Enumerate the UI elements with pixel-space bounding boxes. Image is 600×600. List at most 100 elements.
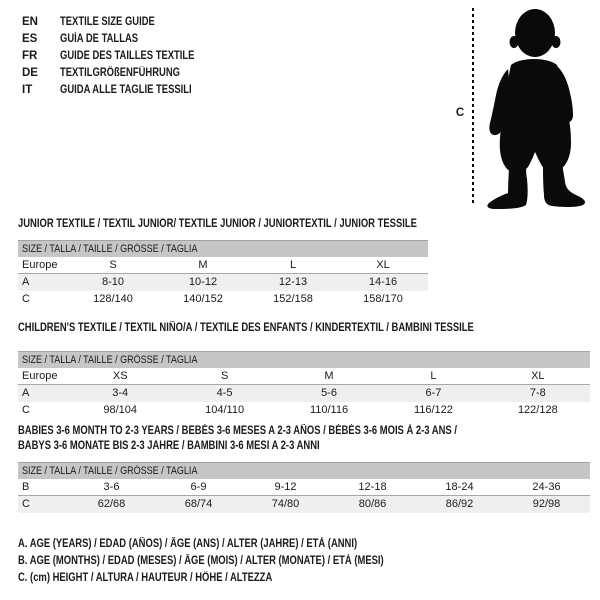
- table-cell: L: [289, 259, 297, 271]
- table-header-bar: SIZE / TALLA / TAILLE / GRÖSSE / TAGLIA: [18, 462, 590, 479]
- table-row: Europe XS S M L XL: [18, 368, 590, 385]
- table-cell: XL: [531, 370, 545, 382]
- table-cell: 8-10: [101, 276, 125, 288]
- language-guide-title: GUIDA ALLE TAGLIE TESSILI: [60, 84, 192, 96]
- table-row: B 3-6 6-9 9-12 12-18 18-24 24-36: [18, 479, 590, 496]
- table-cell: S: [220, 370, 229, 382]
- table-cell: 152/158: [273, 293, 313, 305]
- height-label: C: [455, 107, 465, 119]
- footnote-line: B. AGE (MONTHS) / EDAD (MESES) / ÂGE (MO…: [18, 553, 464, 570]
- row-label: A: [22, 387, 30, 399]
- table-header-text: SIZE / TALLA / TAILLE / GRÖSSE / TAGLIA: [22, 243, 198, 255]
- section-title-text: BABYS 3-6 MONATE BIS 2-3 JAHRE / BAMBINI…: [18, 440, 320, 452]
- babies-size-table: SIZE / TALLA / TAILLE / GRÖSSE / TAGLIA B…: [18, 462, 590, 513]
- language-row: IT GUIDA ALLE TAGLIE TESSILI: [22, 82, 224, 99]
- table-cell: 62/68: [97, 498, 126, 510]
- table-cell: 116/122: [413, 404, 453, 416]
- table-cell: 14-16: [368, 276, 398, 288]
- row-label: C: [22, 404, 30, 416]
- silhouette-head: [515, 9, 555, 57]
- table-header-text: SIZE / TALLA / TAILLE / GRÖSSE / TAGLIA: [22, 354, 198, 366]
- table-cell: 86/92: [445, 498, 474, 510]
- row-label: C: [22, 498, 30, 510]
- language-row: FR GUIDE DES TAILLES TEXTILE: [22, 48, 224, 65]
- table-cell: 12-18: [358, 481, 387, 493]
- table-cell: 24-36: [532, 481, 561, 493]
- babies-section-title: BABIES 3-6 MONTH TO 2-3 YEARS / BEBÉS 3-…: [18, 424, 553, 454]
- silhouette-right-leg-foot: [543, 165, 586, 207]
- language-row: DE TEXTILGRÖßENFÜHRUNG: [22, 65, 224, 82]
- language-code: DE: [22, 67, 38, 79]
- table-cell: 18-24: [445, 481, 474, 493]
- table-row: A 3-4 4-5 5-6 6-7 7-8: [18, 385, 590, 402]
- language-code: ES: [22, 33, 38, 45]
- table-cell: 98/104: [103, 404, 138, 416]
- table-cell: 158/170: [363, 293, 403, 305]
- language-code: EN: [22, 16, 38, 28]
- language-guide-title: TEXTILGRÖßENFÜHRUNG: [60, 67, 180, 79]
- row-label: A: [22, 276, 30, 288]
- table-cell: 104/110: [205, 404, 245, 416]
- table-cell: S: [109, 259, 117, 271]
- height-measure-dotted-line: [472, 8, 474, 206]
- footnote-line: C. (cm) HEIGHT / ALTURA / HAUTEUR / HÖHE…: [18, 570, 464, 587]
- language-row: EN TEXTILE SIZE GUIDE: [22, 14, 224, 31]
- toddler-silhouette-image: [487, 9, 586, 209]
- footnote-text: B. AGE (MONTHS) / EDAD (MESES) / ÂGE (MO…: [18, 555, 384, 567]
- table-cell: 4-5: [216, 387, 233, 399]
- table-cell: 110/116: [309, 404, 349, 416]
- footnote-text: C. (cm) HEIGHT / ALTURA / HAUTEUR / HÖHE…: [18, 572, 273, 584]
- table-cell: 9-12: [274, 481, 297, 493]
- table-cell: 10-12: [188, 276, 218, 288]
- children-size-table: SIZE / TALLA / TAILLE / GRÖSSE / TAGLIA E…: [18, 351, 590, 419]
- table-cell: 128/140: [93, 293, 133, 305]
- table-cell: M: [324, 370, 334, 382]
- table-header-text: SIZE / TALLA / TAILLE / GRÖSSE / TAGLIA: [22, 465, 198, 477]
- table-row: C 98/104 104/110 110/116 116/122 122/128: [18, 402, 590, 419]
- language-title-list: EN TEXTILE SIZE GUIDE ES GUÍA DE TALLAS FR GU…: [22, 14, 224, 99]
- section-title-line: BABYS 3-6 MONATE BIS 2-3 JAHRE / BAMBINI…: [18, 439, 553, 454]
- footnote-line: A. AGE (YEARS) / EDAD (AÑOS) / ÂGE (ANS)…: [18, 536, 464, 553]
- table-cell: 6-7: [425, 387, 442, 399]
- language-guide-title: GUIDE DES TAILLES TEXTILE: [60, 50, 195, 62]
- table-header-bar: SIZE / TALLA / TAILLE / GRÖSSE / TAGLIA: [18, 240, 428, 257]
- table-cell: 68/74: [184, 498, 213, 510]
- section-title-text: CHILDREN'S TEXTILE / TEXTIL NIÑO/A / TEX…: [18, 322, 474, 334]
- junior-size-table: SIZE / TALLA / TAILLE / GRÖSSE / TAGLIA E…: [18, 240, 428, 308]
- table-cell: XL: [376, 259, 390, 271]
- table-cell: 3-4: [112, 387, 129, 399]
- table-cell: 140/152: [183, 293, 223, 305]
- table-cell: 6-9: [190, 481, 207, 493]
- table-cell: M: [198, 259, 208, 271]
- row-label: Europe: [22, 370, 58, 382]
- table-cell: 80/86: [358, 498, 387, 510]
- row-label: Europe: [22, 259, 58, 271]
- table-cell: L: [430, 370, 437, 382]
- footnote-text: A. AGE (YEARS) / EDAD (AÑOS) / ÂGE (ANS)…: [18, 538, 358, 550]
- table-cell: 3-6: [103, 481, 120, 493]
- footnote-legend: A. AGE (YEARS) / EDAD (AÑOS) / ÂGE (ANS)…: [18, 536, 464, 587]
- silhouette-right-arm: [556, 67, 573, 123]
- table-header-bar: SIZE / TALLA / TAILLE / GRÖSSE / TAGLIA: [18, 351, 590, 368]
- silhouette-left-leg-foot: [487, 163, 528, 209]
- children-section-title: CHILDREN'S TEXTILE / TEXTIL NIÑO/A / TEX…: [18, 321, 574, 336]
- table-cell: 7-8: [529, 387, 546, 399]
- junior-section-title: JUNIOR TEXTILE / TEXTIL JUNIOR/ TEXTILE …: [18, 217, 504, 232]
- table-cell: 5-6: [321, 387, 337, 399]
- language-guide-title: TEXTILE SIZE GUIDE: [60, 16, 155, 28]
- table-cell: XS: [112, 370, 128, 382]
- table-cell: 122/128: [517, 404, 558, 416]
- table-cell: 92/98: [532, 498, 561, 510]
- language-code: FR: [22, 50, 38, 62]
- table-row: A 8-10 10-12 12-13 14-16: [18, 274, 428, 291]
- row-label: C: [22, 293, 30, 305]
- section-title-text: JUNIOR TEXTILE / TEXTIL JUNIOR/ TEXTILE …: [18, 218, 417, 230]
- silhouette-torso-shorts: [499, 59, 571, 173]
- language-code: IT: [22, 84, 33, 96]
- table-cell: 12-13: [278, 276, 308, 288]
- row-label: B: [22, 481, 30, 493]
- table-row: C 62/68 68/74 74/80 80/86 86/92 92/98: [18, 496, 590, 513]
- table-cell: 74/80: [271, 498, 300, 510]
- table-row: C 128/140 140/152 152/158 158/170: [18, 291, 428, 308]
- language-row: ES GUÍA DE TALLAS: [22, 31, 224, 48]
